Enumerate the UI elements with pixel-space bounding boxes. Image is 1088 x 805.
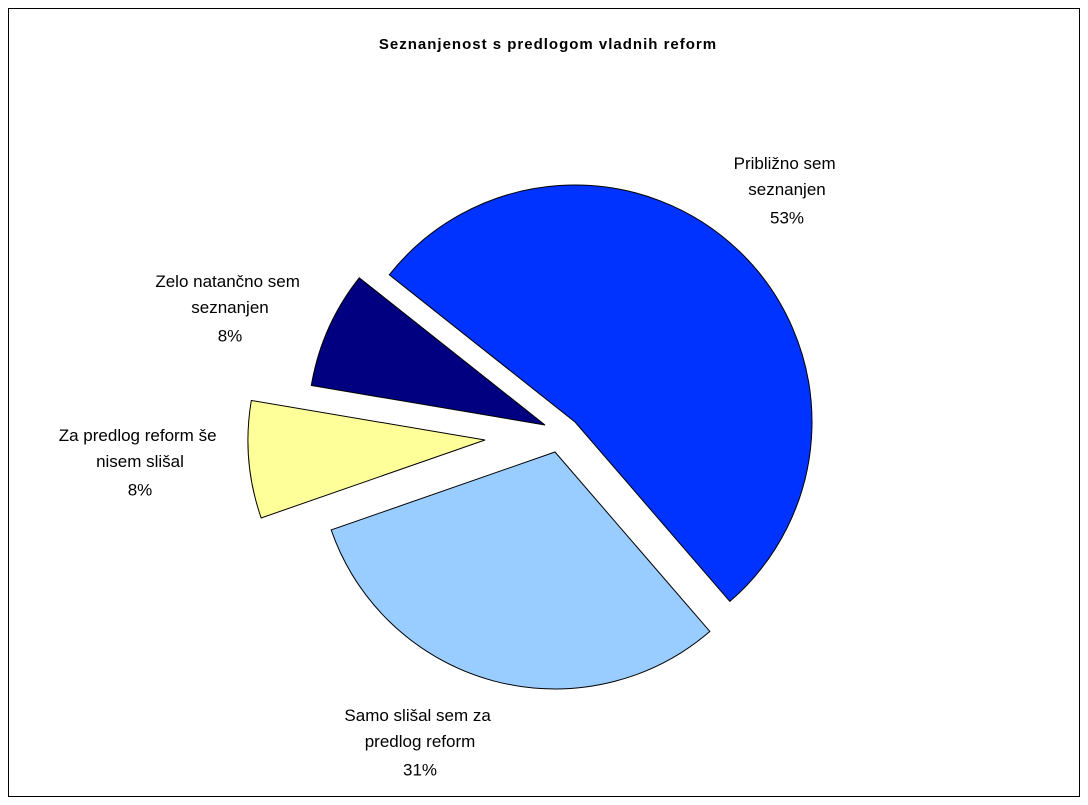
slice-value-label: 8% xyxy=(128,480,153,499)
slice-value-label: 8% xyxy=(218,326,243,345)
slice-label: Zelo natančno sem seznanjen xyxy=(155,272,304,317)
slice-label: Približno sem seznanjen xyxy=(734,154,841,199)
pie-slice xyxy=(388,184,813,603)
pie-slice xyxy=(310,277,546,426)
pie-slice xyxy=(247,399,486,519)
chart-title: Seznanjenost s predlogom vladnih reform xyxy=(379,36,717,53)
slice-value-label: 53% xyxy=(770,208,804,227)
pie-slice xyxy=(330,451,711,690)
slice-value-label: 31% xyxy=(403,760,437,779)
slice-label: Za predlog reform še nisem slišal xyxy=(59,426,222,471)
slice-label: Samo slišal sem za predlog reform xyxy=(344,706,495,751)
